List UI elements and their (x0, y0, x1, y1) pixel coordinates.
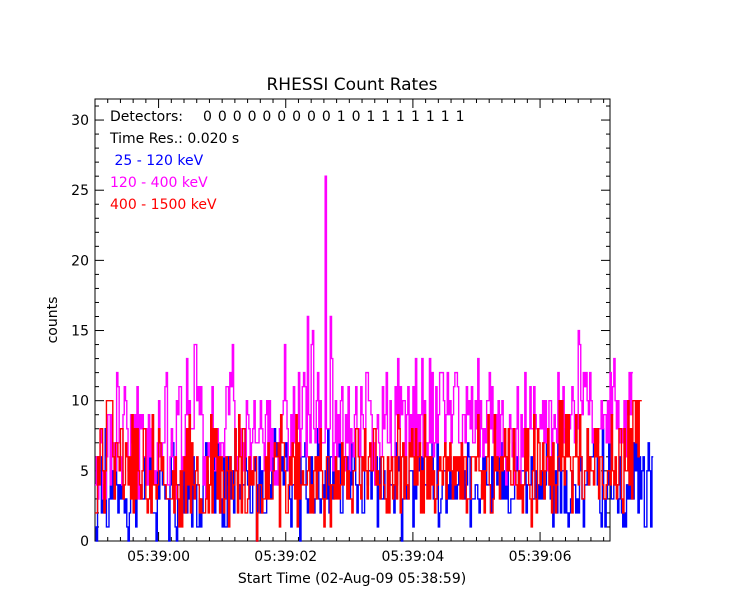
x-axis-label: Start Time (02-Aug-09 05:38:59) (238, 571, 466, 587)
x-tick-label: 05:39:04 (381, 549, 444, 565)
y-axis-ticks: 0 5 10 15 20 25 30 (71, 105, 610, 550)
legend-entry-400-1500: 400 - 1500 keV (110, 197, 217, 213)
y-axis-label: counts (45, 297, 61, 344)
plot-frame (94, 98, 611, 542)
detectors-flags: 0 0 0 0 0 0 0 0 0 1 0 1 1 1 1 1 1 1 (203, 109, 464, 125)
y-tick-label: 5 (80, 464, 89, 480)
y-tick-label: 20 (71, 253, 89, 269)
x-tick-label: 05:39:00 (127, 549, 190, 565)
x-tick-label: 05:39:06 (509, 549, 572, 565)
detectors-label: Detectors: (110, 109, 183, 125)
legend-entry-25-120: 25 - 120 keV (110, 153, 204, 169)
y-tick-label: 0 (80, 534, 89, 550)
x-tick-label: 05:39:02 (254, 549, 317, 565)
time-res-label: Time Res.: 0.020 s (109, 131, 239, 147)
x-axis-ticks: 05:39:00 05:39:02 05:39:04 05:39:06 (94, 99, 605, 565)
y-tick-label: 15 (71, 324, 89, 340)
legend-entry-120-400: 120 - 400 keV (110, 175, 208, 191)
annotation-block: Detectors: 0 0 0 0 0 0 0 0 0 1 0 1 1 1 1… (109, 109, 464, 213)
y-tick-label: 30 (71, 113, 89, 129)
y-tick-label: 10 (71, 394, 89, 410)
y-tick-label: 25 (71, 183, 89, 199)
series-lines (95, 175, 654, 542)
chart-title: RHESSI Count Rates (266, 75, 437, 95)
series-line-2 (95, 399, 642, 542)
